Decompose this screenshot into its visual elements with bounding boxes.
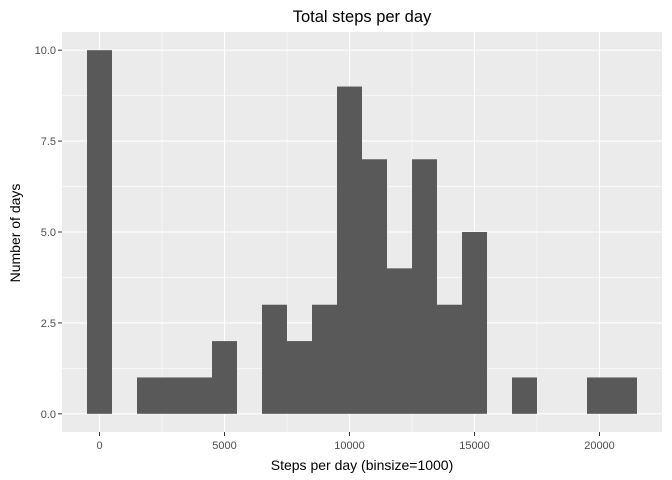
histogram-bar — [287, 341, 312, 414]
histogram-bar — [612, 377, 637, 414]
histogram-bar — [437, 304, 462, 414]
histogram-bar — [87, 50, 112, 414]
histogram-bar — [462, 232, 487, 414]
y-tick-label: 10.0 — [35, 45, 56, 57]
y-tick-label: 0.0 — [41, 409, 56, 421]
histogram-bar — [212, 341, 237, 414]
x-tick-label: 5000 — [212, 440, 236, 452]
x-axis: 0 5000 10000 15000 20000 — [96, 432, 615, 452]
x-tick-label: 10000 — [334, 440, 365, 452]
y-axis-title: Number of days — [7, 184, 23, 283]
histogram-bar — [262, 304, 287, 414]
histogram-bar — [587, 377, 612, 414]
bars — [87, 50, 637, 414]
y-tick-label: 2.5 — [41, 318, 56, 330]
histogram-bar — [162, 377, 187, 414]
chart-title: Total steps per day — [293, 8, 432, 26]
histogram-bar — [512, 377, 537, 414]
y-axis: 0.0 2.5 5.0 7.5 10.0 — [35, 45, 62, 421]
x-axis-title: Steps per day (binsize=1000) — [271, 457, 454, 473]
x-tick-label: 0 — [96, 440, 102, 452]
histogram-bar — [337, 86, 362, 414]
x-tick-label: 15000 — [459, 440, 490, 452]
histogram-bar — [387, 268, 412, 414]
x-tick-label: 20000 — [584, 440, 615, 452]
histogram-bar — [312, 304, 337, 414]
histogram-bar — [412, 159, 437, 414]
y-tick-label: 5.0 — [41, 227, 56, 239]
histogram-bar — [362, 159, 387, 414]
y-tick-label: 7.5 — [41, 136, 56, 148]
histogram-bar — [137, 377, 162, 414]
histogram-bar — [187, 377, 212, 414]
